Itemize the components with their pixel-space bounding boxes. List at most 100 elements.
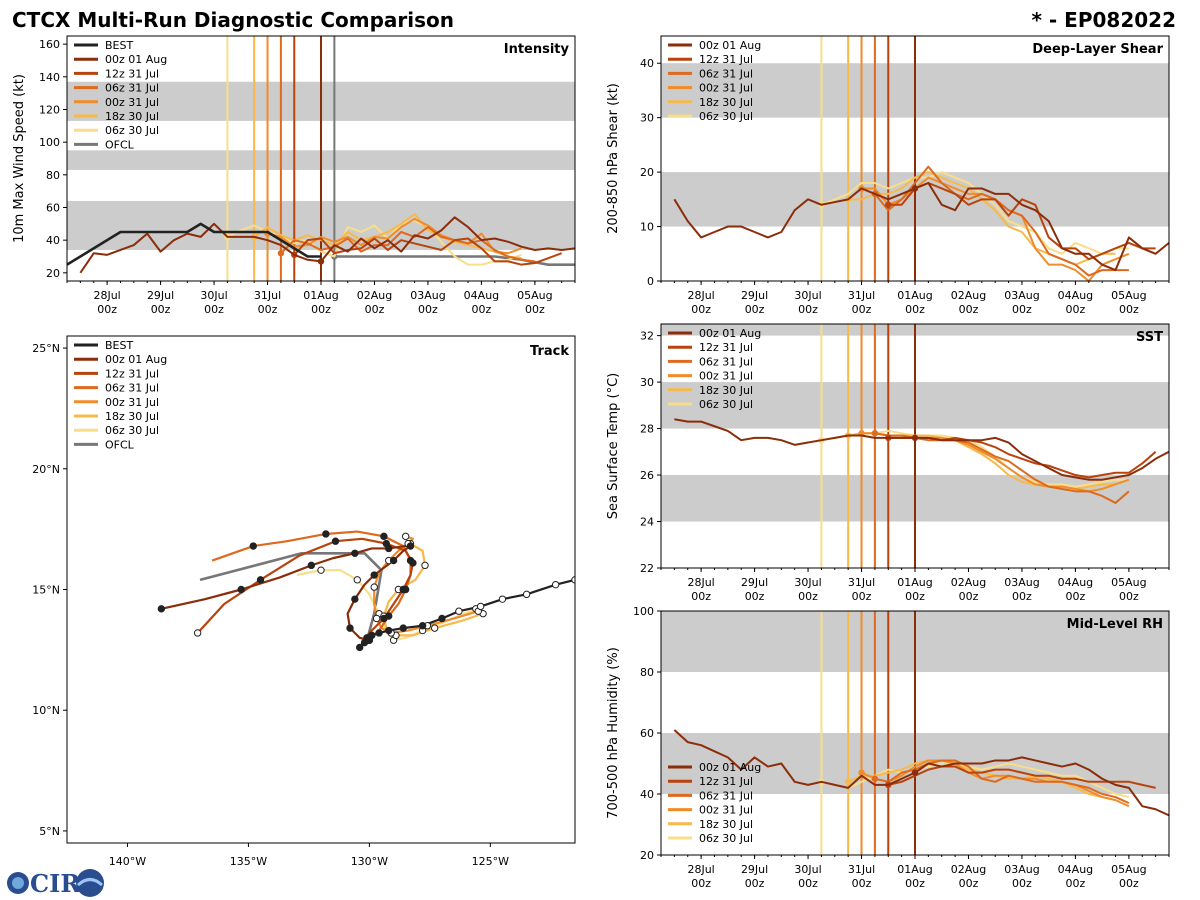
track-point <box>406 542 415 550</box>
track-point <box>331 537 340 545</box>
shear-legend-label: 06z 30 Jul <box>699 110 753 123</box>
rh-series-line <box>874 759 1130 805</box>
track-ytick-label: 15°N <box>32 584 60 597</box>
rh-xtick-day: 29Jul <box>741 863 768 876</box>
intensity-legend-label: 00z 31 Jul <box>105 96 159 109</box>
sst-xtick-hour: 00z <box>691 590 711 603</box>
track-point <box>522 590 531 599</box>
shear-title: Deep-Layer Shear <box>1032 42 1163 57</box>
track-point <box>256 576 265 584</box>
rh-init-marker <box>911 769 919 776</box>
rh-legend-label: 06z 31 Jul <box>699 789 753 802</box>
track-point <box>237 585 245 594</box>
rh-title: Mid-Level RH <box>1067 617 1163 632</box>
intensity-xtick-hour: 00z <box>97 303 117 316</box>
shear-xtick-hour: 00z <box>1066 303 1086 316</box>
intensity-ytick-label: 140 <box>39 71 60 84</box>
shear-xtick-day: 30Jul <box>794 289 821 302</box>
sst-xtick-day: 31Jul <box>848 576 875 589</box>
rh-xtick-day: 03Aug <box>1004 863 1039 876</box>
rh-xtick-hour: 00z <box>745 877 765 890</box>
track-point <box>307 561 316 570</box>
shear-ylabel: 200-850 hPa Shear (kt) <box>606 83 621 234</box>
track-point <box>418 622 427 630</box>
shear-ytick-label: 20 <box>640 166 654 179</box>
shear-xtick-day: 28Jul <box>687 289 714 302</box>
intensity-xtick-day: 30Jul <box>200 289 227 302</box>
shear-xtick-day: 02Aug <box>951 289 986 302</box>
figure-title: CTCX Multi-Run Diagnostic Comparison <box>12 8 454 32</box>
rh-xtick-day: 31Jul <box>848 863 875 876</box>
track-point <box>351 549 359 557</box>
sst-init-marker <box>911 434 919 442</box>
rh-legend-label: 00z 31 Jul <box>699 804 753 817</box>
intensity-ylabel: 10m Max Wind Speed (kt) <box>12 74 27 243</box>
track-point <box>409 559 417 567</box>
track-xtick-label: 130°W <box>351 855 388 868</box>
sst-xtick-hour: 00z <box>852 590 872 603</box>
rh-series-line <box>673 729 1169 817</box>
sst-xtick-day: 04Aug <box>1058 576 1093 589</box>
sst-xtick-hour: 00z <box>959 590 979 603</box>
track-legend-label: BEST <box>105 339 133 352</box>
intensity-xtick-day: 01Aug <box>303 289 338 302</box>
intensity-legend-label: OFCL <box>105 138 135 151</box>
track-point <box>351 595 359 603</box>
sst-ytick-label: 32 <box>640 330 654 343</box>
rh-legend-label: 18z 30 Jul <box>699 818 753 831</box>
sst-ytick-label: 30 <box>640 376 654 389</box>
sst-xtick-hour: 00z <box>745 590 765 603</box>
intensity-series-line <box>293 237 562 266</box>
rh-init-marker <box>871 775 879 782</box>
rh-xtick-hour: 00z <box>691 877 711 890</box>
sst-ytick-label: 24 <box>640 516 654 529</box>
intensity-init-marker <box>277 250 285 257</box>
shear-xtick-day: 04Aug <box>1058 289 1093 302</box>
sst-legend-label: 00z 31 Jul <box>699 370 753 383</box>
intensity-xtick-hour: 00z <box>204 303 224 316</box>
rh-xtick-hour: 00z <box>959 877 979 890</box>
intensity-ytick-label: 40 <box>46 234 60 247</box>
rh-legend-label: 12z 31 Jul <box>699 775 753 788</box>
rh-ytick-label: 40 <box>640 788 654 801</box>
shear-xtick-hour: 00z <box>1012 303 1032 316</box>
shear-init-marker <box>911 185 919 192</box>
rh-legend-label: 00z 01 Aug <box>699 761 761 774</box>
sst-ytick-label: 26 <box>640 469 654 482</box>
track-point <box>380 532 388 541</box>
rh-init-marker <box>844 778 852 785</box>
sst-panel: 28Jul00z29Jul00z30Jul00z31Jul00z01Aug00z… <box>606 323 1170 603</box>
intensity-legend-label: BEST <box>105 39 133 52</box>
sst-legend-label: 06z 31 Jul <box>699 355 753 368</box>
track-point <box>385 544 393 553</box>
shear-xtick-day: 05Aug <box>1111 289 1146 302</box>
intensity-ytick-label: 160 <box>39 38 60 51</box>
rh-xtick-hour: 00z <box>1012 877 1032 890</box>
track-point <box>455 607 463 615</box>
sst-ytick-label: 22 <box>640 562 654 575</box>
track-point <box>353 576 361 584</box>
shear-xtick-hour: 00z <box>852 303 872 316</box>
rh-xtick-day: 02Aug <box>951 863 986 876</box>
shear-xtick-hour: 00z <box>1119 303 1139 316</box>
track-point <box>401 532 410 541</box>
track-ytick-label: 20°N <box>32 463 60 476</box>
shear-series-line <box>874 165 1129 277</box>
sst-ylabel: Sea Surface Temp (°C) <box>606 373 621 520</box>
shear-panel: 28Jul00z29Jul00z30Jul00z31Jul00z01Aug00z… <box>606 35 1170 316</box>
intensity-xtick-day: 02Aug <box>357 289 392 302</box>
track-ytick-label: 10°N <box>32 704 60 717</box>
track-xtick-label: 140°W <box>109 855 146 868</box>
track-series-group <box>157 530 575 652</box>
intensity-ytick-label: 80 <box>46 169 60 182</box>
shear-xtick-hour: 00z <box>905 303 925 316</box>
rh-xtick-day: 05Aug <box>1111 863 1146 876</box>
intensity-xtick-hour: 00z <box>151 303 171 316</box>
track-legend-label: OFCL <box>105 438 135 451</box>
intensity-xtick-day: 04Aug <box>464 289 499 302</box>
intensity-series-line <box>253 213 522 260</box>
sst-xtick-day: 01Aug <box>897 576 932 589</box>
track-xtick-label: 135°W <box>230 855 267 868</box>
track-point <box>389 556 398 565</box>
track-legend-label: 00z 01 Aug <box>105 353 167 366</box>
